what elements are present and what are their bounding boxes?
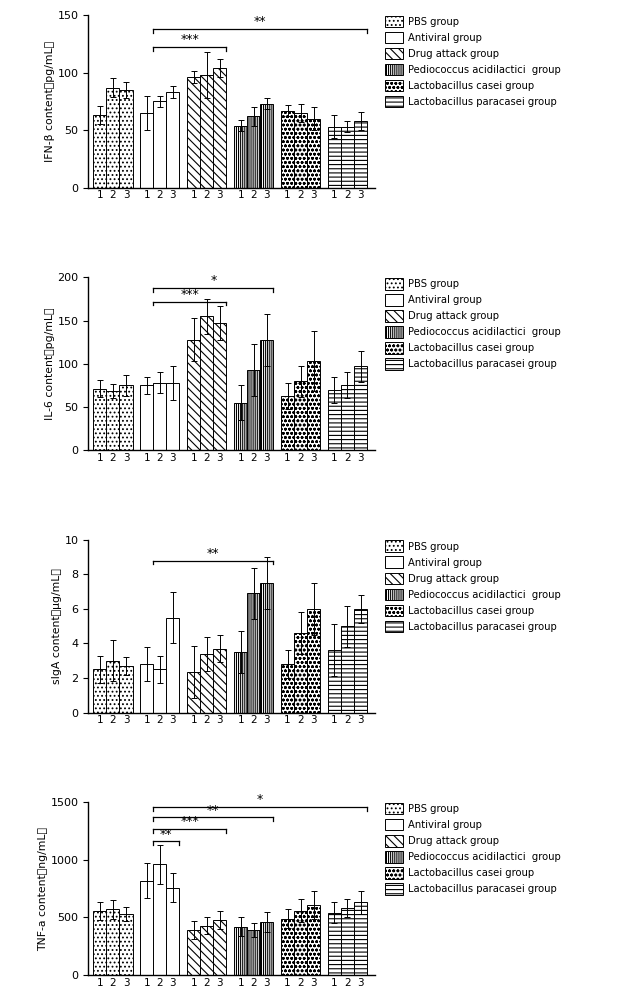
Bar bbox=[120, 666, 132, 713]
Text: **: ** bbox=[207, 547, 219, 560]
Bar bbox=[281, 919, 294, 975]
Bar bbox=[93, 115, 106, 188]
Bar bbox=[187, 340, 200, 450]
Y-axis label: sIgA content（μg/mL）: sIgA content（μg/mL） bbox=[52, 568, 62, 684]
Bar bbox=[214, 649, 226, 713]
Text: ***: *** bbox=[180, 33, 199, 46]
Bar bbox=[247, 930, 260, 975]
Bar bbox=[153, 383, 166, 450]
Bar bbox=[214, 323, 226, 450]
Bar bbox=[120, 914, 132, 975]
Legend: PBS group, Antiviral group, Drug attack group, Pediococcus acidilactici  group, : PBS group, Antiviral group, Drug attack … bbox=[381, 536, 564, 636]
Bar bbox=[307, 119, 320, 188]
Bar bbox=[166, 92, 180, 188]
Bar bbox=[281, 396, 294, 450]
Bar bbox=[260, 104, 273, 188]
Bar bbox=[200, 654, 214, 713]
Bar bbox=[140, 881, 153, 975]
Bar bbox=[294, 911, 307, 975]
Bar bbox=[106, 391, 120, 450]
Text: **: ** bbox=[254, 15, 266, 28]
Bar bbox=[247, 370, 260, 450]
Bar bbox=[153, 669, 166, 713]
Bar bbox=[341, 385, 354, 450]
Bar bbox=[281, 111, 294, 188]
Bar bbox=[106, 909, 120, 975]
Bar bbox=[234, 126, 247, 188]
Text: ***: *** bbox=[180, 288, 199, 301]
Bar bbox=[260, 583, 273, 713]
Y-axis label: IL-6 content（pg/mL）: IL-6 content（pg/mL） bbox=[45, 308, 55, 420]
Bar bbox=[281, 664, 294, 713]
Bar bbox=[234, 403, 247, 450]
Text: **: ** bbox=[207, 804, 219, 817]
Legend: PBS group, Antiviral group, Drug attack group, Pediococcus acidilactici  group, : PBS group, Antiviral group, Drug attack … bbox=[381, 799, 564, 899]
Bar bbox=[354, 121, 367, 188]
Bar bbox=[140, 664, 153, 713]
Y-axis label: IFN-β content（pg/mL）: IFN-β content（pg/mL） bbox=[45, 41, 55, 162]
Legend: PBS group, Antiviral group, Drug attack group, Pediococcus acidilactici  group, : PBS group, Antiviral group, Drug attack … bbox=[381, 12, 564, 111]
Bar bbox=[214, 68, 226, 188]
Bar bbox=[214, 920, 226, 975]
Bar bbox=[200, 926, 214, 975]
Bar bbox=[328, 390, 341, 450]
Bar bbox=[307, 905, 320, 975]
Bar bbox=[166, 383, 180, 450]
Bar bbox=[260, 340, 273, 450]
Bar bbox=[93, 389, 106, 450]
Bar bbox=[354, 902, 367, 975]
Legend: PBS group, Antiviral group, Drug attack group, Pediococcus acidilactici  group, : PBS group, Antiviral group, Drug attack … bbox=[381, 274, 564, 374]
Bar bbox=[294, 381, 307, 450]
Bar bbox=[120, 90, 132, 188]
Bar bbox=[187, 77, 200, 188]
Bar bbox=[341, 127, 354, 188]
Bar bbox=[307, 361, 320, 450]
Bar bbox=[294, 633, 307, 713]
Bar bbox=[140, 113, 153, 188]
Bar bbox=[354, 366, 367, 450]
Bar bbox=[140, 385, 153, 450]
Bar bbox=[200, 316, 214, 450]
Bar bbox=[341, 626, 354, 713]
Bar bbox=[153, 101, 166, 188]
Text: *: * bbox=[210, 274, 217, 287]
Bar bbox=[260, 922, 273, 975]
Bar bbox=[354, 609, 367, 713]
Bar bbox=[234, 652, 247, 713]
Bar bbox=[166, 888, 180, 975]
Bar bbox=[93, 669, 106, 713]
Bar bbox=[93, 911, 106, 975]
Text: ***: *** bbox=[180, 815, 199, 828]
Bar bbox=[153, 864, 166, 975]
Bar bbox=[328, 127, 341, 188]
Bar bbox=[106, 88, 120, 188]
Bar bbox=[328, 650, 341, 713]
Bar bbox=[247, 593, 260, 713]
Text: *: * bbox=[257, 793, 263, 806]
Bar bbox=[166, 618, 180, 713]
Bar bbox=[328, 913, 341, 975]
Bar bbox=[106, 661, 120, 713]
Bar bbox=[341, 908, 354, 975]
Text: **: ** bbox=[160, 828, 173, 841]
Bar bbox=[200, 75, 214, 188]
Bar bbox=[294, 113, 307, 188]
Bar bbox=[234, 927, 247, 975]
Bar bbox=[247, 116, 260, 188]
Y-axis label: TNF-a content（ng/mL）: TNF-a content（ng/mL） bbox=[38, 827, 48, 951]
Bar bbox=[187, 672, 200, 713]
Bar bbox=[307, 609, 320, 713]
Bar bbox=[187, 930, 200, 975]
Bar bbox=[120, 385, 132, 450]
